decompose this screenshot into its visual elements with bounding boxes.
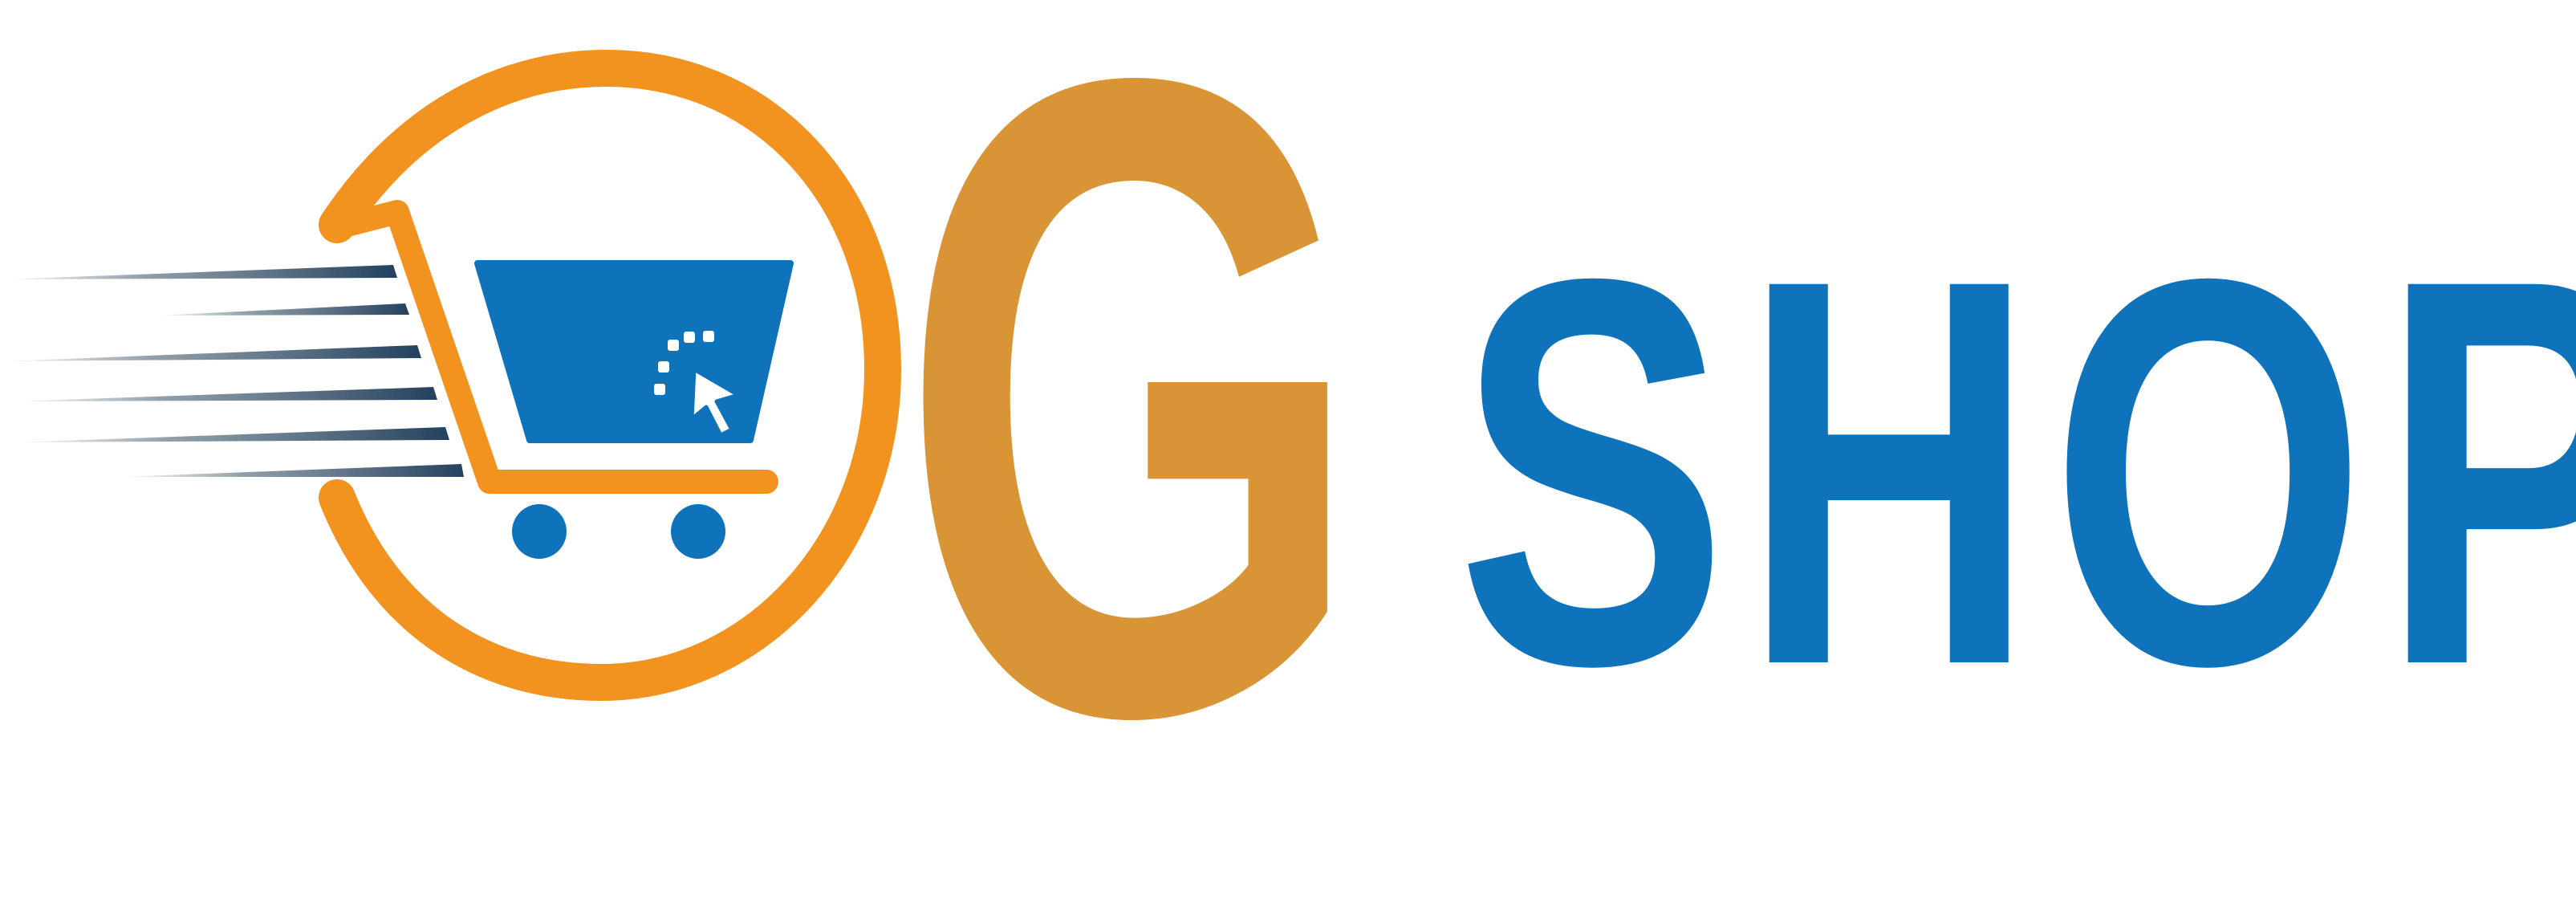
orange-ring-icon (319, 49, 902, 702)
speed-lines-icon (4, 265, 464, 477)
gshop-logo: G SHOP (4, 0, 2576, 851)
brand-letter-g: G (899, 0, 1365, 904)
fast-cart-icon (4, 49, 902, 702)
cart-wheel-icon (512, 504, 567, 559)
cart-wheel-icon (671, 504, 725, 559)
brand-word-shop: SHOP (1457, 165, 2576, 780)
cart-frame-icon (329, 200, 778, 494)
cursor-icon (654, 331, 741, 438)
cart-basket-icon (474, 260, 794, 443)
